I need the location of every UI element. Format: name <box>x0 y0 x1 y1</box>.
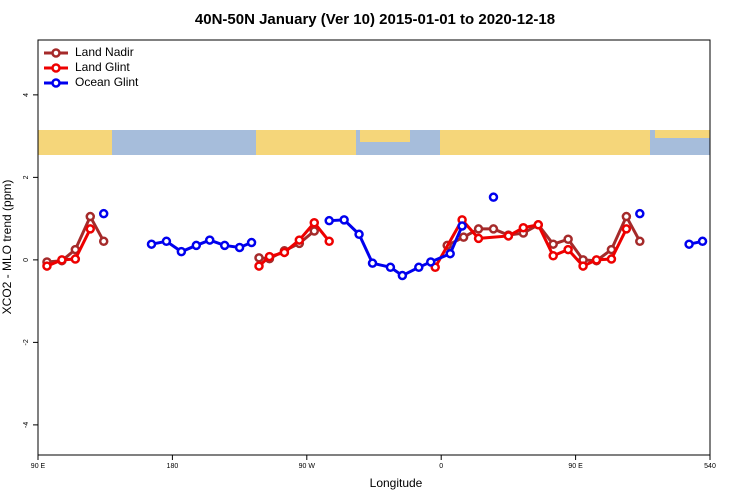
point <box>548 239 558 249</box>
point <box>697 236 708 247</box>
point <box>219 240 230 251</box>
point <box>473 233 484 244</box>
x-tick-label: 90 E <box>568 463 583 470</box>
legend-marker <box>51 48 61 58</box>
point <box>339 215 349 225</box>
point <box>488 224 499 234</box>
point <box>98 208 109 219</box>
point <box>246 237 257 248</box>
point <box>70 254 81 264</box>
x-tick-label: 180 <box>167 463 179 470</box>
x-tick-label: 540 <box>704 463 716 470</box>
point <box>98 236 109 247</box>
map-strip <box>38 130 710 155</box>
chart-title: 40N-50N January (Ver 10) 2015-01-01 to 2… <box>195 11 555 28</box>
point <box>533 220 544 230</box>
legend-marker <box>51 63 61 73</box>
point <box>254 253 264 263</box>
x-axis-label: Longitude <box>370 476 423 490</box>
point <box>309 217 320 228</box>
series-line <box>329 218 464 278</box>
legend-label: Land Glint <box>75 60 130 74</box>
y-tick-label: 0 <box>23 258 30 262</box>
x-tick-label: 90 E <box>31 463 46 470</box>
point <box>42 261 52 271</box>
y-axis-label: XCO2 - MLO trend (ppm) <box>0 180 14 315</box>
point <box>445 248 455 259</box>
point <box>324 236 334 247</box>
point <box>385 262 396 273</box>
point <box>309 226 320 236</box>
point <box>473 224 484 234</box>
y-tick-label: 4 <box>23 93 30 97</box>
point <box>161 236 172 247</box>
point <box>548 251 558 261</box>
point <box>176 246 187 257</box>
point <box>503 231 514 241</box>
x-tick-label: 90 W <box>299 463 316 470</box>
x-tick-label: 0 <box>439 463 443 470</box>
point <box>85 211 96 222</box>
point <box>85 224 96 234</box>
point <box>621 211 632 222</box>
y-tick-label: -2 <box>23 339 30 345</box>
point <box>191 240 202 251</box>
point <box>57 255 67 265</box>
point <box>425 257 436 267</box>
point <box>591 255 602 265</box>
point <box>635 208 645 219</box>
point <box>458 232 469 242</box>
point <box>264 251 275 262</box>
point <box>457 221 467 231</box>
point <box>254 261 264 271</box>
point <box>621 224 632 234</box>
point <box>146 239 157 249</box>
point <box>563 234 573 244</box>
point <box>414 262 424 273</box>
plot-frame <box>37 39 711 456</box>
series-line <box>46 228 92 268</box>
point <box>354 229 364 240</box>
legend-marker <box>51 78 61 88</box>
point <box>578 261 588 271</box>
y-tick-label: -4 <box>23 422 30 428</box>
point <box>324 215 334 226</box>
point <box>204 235 215 245</box>
point <box>684 239 694 249</box>
point <box>279 247 290 258</box>
point <box>234 242 245 253</box>
point <box>294 235 305 245</box>
point <box>518 222 529 233</box>
point <box>606 254 617 264</box>
y-tick-label: 2 <box>23 175 30 179</box>
point <box>367 258 378 268</box>
legend-label: Land Nadir <box>75 45 134 59</box>
point <box>563 244 573 255</box>
point <box>635 236 645 247</box>
point <box>488 192 499 202</box>
point <box>397 270 408 281</box>
legend-label: Ocean Glint <box>75 75 139 89</box>
